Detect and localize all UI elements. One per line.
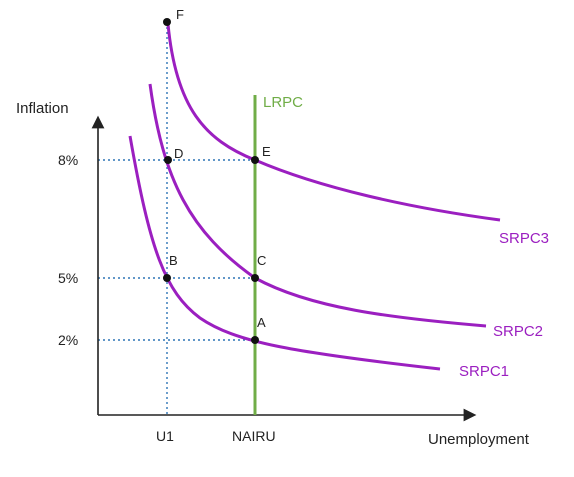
x-tick-nairu: NAIRU [232, 428, 276, 444]
srpc2-label: SRPC2 [493, 323, 543, 340]
point-a-dot [251, 336, 259, 344]
point-e-label: E [262, 144, 271, 159]
lrpc-label: LRPC [263, 94, 303, 111]
point-d-dot [164, 156, 172, 164]
srpc3-label: SRPC3 [499, 230, 549, 247]
y-axis-title: Inflation [16, 100, 69, 117]
x-axis-title: Unemployment [428, 431, 530, 448]
srpc1-curve [128, 135, 441, 371]
point-a-label: A [257, 315, 266, 330]
point-d-label: D [174, 146, 183, 161]
srpc1-label: SRPC1 [459, 363, 509, 380]
point-f-label: F [176, 7, 184, 22]
point-b-dot [163, 274, 171, 282]
point-b-label: B [169, 253, 178, 268]
y-tick-5pct: 5% [58, 270, 78, 286]
point-f-dot [163, 18, 171, 26]
point-c-dot [251, 274, 259, 282]
point-c-label: C [257, 253, 266, 268]
point-e-dot [251, 156, 259, 164]
y-tick-2pct: 2% [58, 332, 78, 348]
srpc3-curve [166, 23, 501, 222]
y-tick-8pct: 8% [58, 152, 78, 168]
x-tick-u1: U1 [156, 428, 174, 444]
